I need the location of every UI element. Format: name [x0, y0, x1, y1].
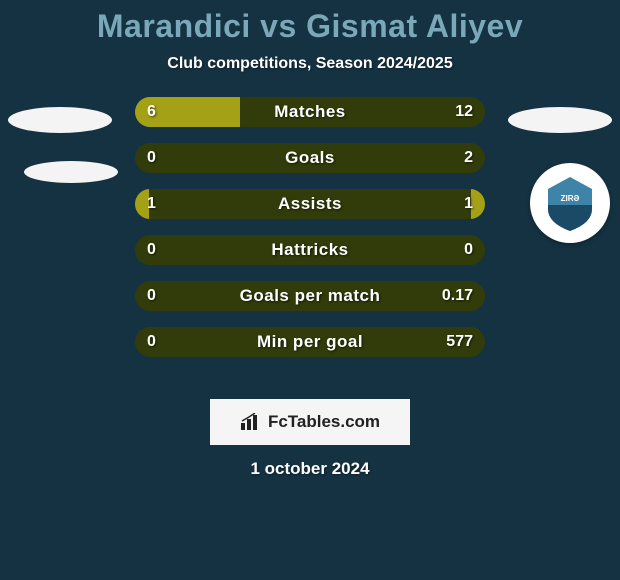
stat-bar-row: 11Assists — [135, 189, 485, 219]
stat-label: Hattricks — [135, 235, 485, 265]
right-team-oval — [508, 107, 612, 133]
stat-bar-row: 0577Min per goal — [135, 327, 485, 357]
infographic-root: Marandici vs Gismat Aliyev Club competit… — [0, 0, 620, 580]
stat-bar-row: 612Matches — [135, 97, 485, 127]
stat-label: Min per goal — [135, 327, 485, 357]
page-title: Marandici vs Gismat Aliyev — [0, 0, 620, 45]
brand-text: FcTables.com — [268, 412, 380, 432]
right-team-badge: ZIRƏ — [530, 163, 610, 243]
stat-bar-row: 00.17Goals per match — [135, 281, 485, 311]
left-team-oval-2 — [24, 161, 118, 183]
comparison-area: ZIRƏ 612Matches 02Goals 11Assists 00Hattric… — [0, 97, 620, 387]
stat-bars-column: 612Matches 02Goals 11Assists 00Hattricks 00.… — [135, 97, 485, 373]
stat-label: Goals per match — [135, 281, 485, 311]
zira-badge-svg: ZIRƏ — [540, 173, 600, 233]
chart-icon — [240, 413, 262, 431]
stat-bar-row: 02Goals — [135, 143, 485, 173]
stat-label: Assists — [135, 189, 485, 219]
left-team-oval-1 — [8, 107, 112, 133]
stat-label: Goals — [135, 143, 485, 173]
brand-badge[interactable]: FcTables.com — [210, 399, 410, 445]
footer-date: 1 october 2024 — [0, 459, 620, 479]
stat-bar-row: 00Hattricks — [135, 235, 485, 265]
stat-label: Matches — [135, 97, 485, 127]
zira-label: ZIRƏ — [561, 194, 580, 203]
subtitle: Club competitions, Season 2024/2025 — [0, 55, 620, 73]
